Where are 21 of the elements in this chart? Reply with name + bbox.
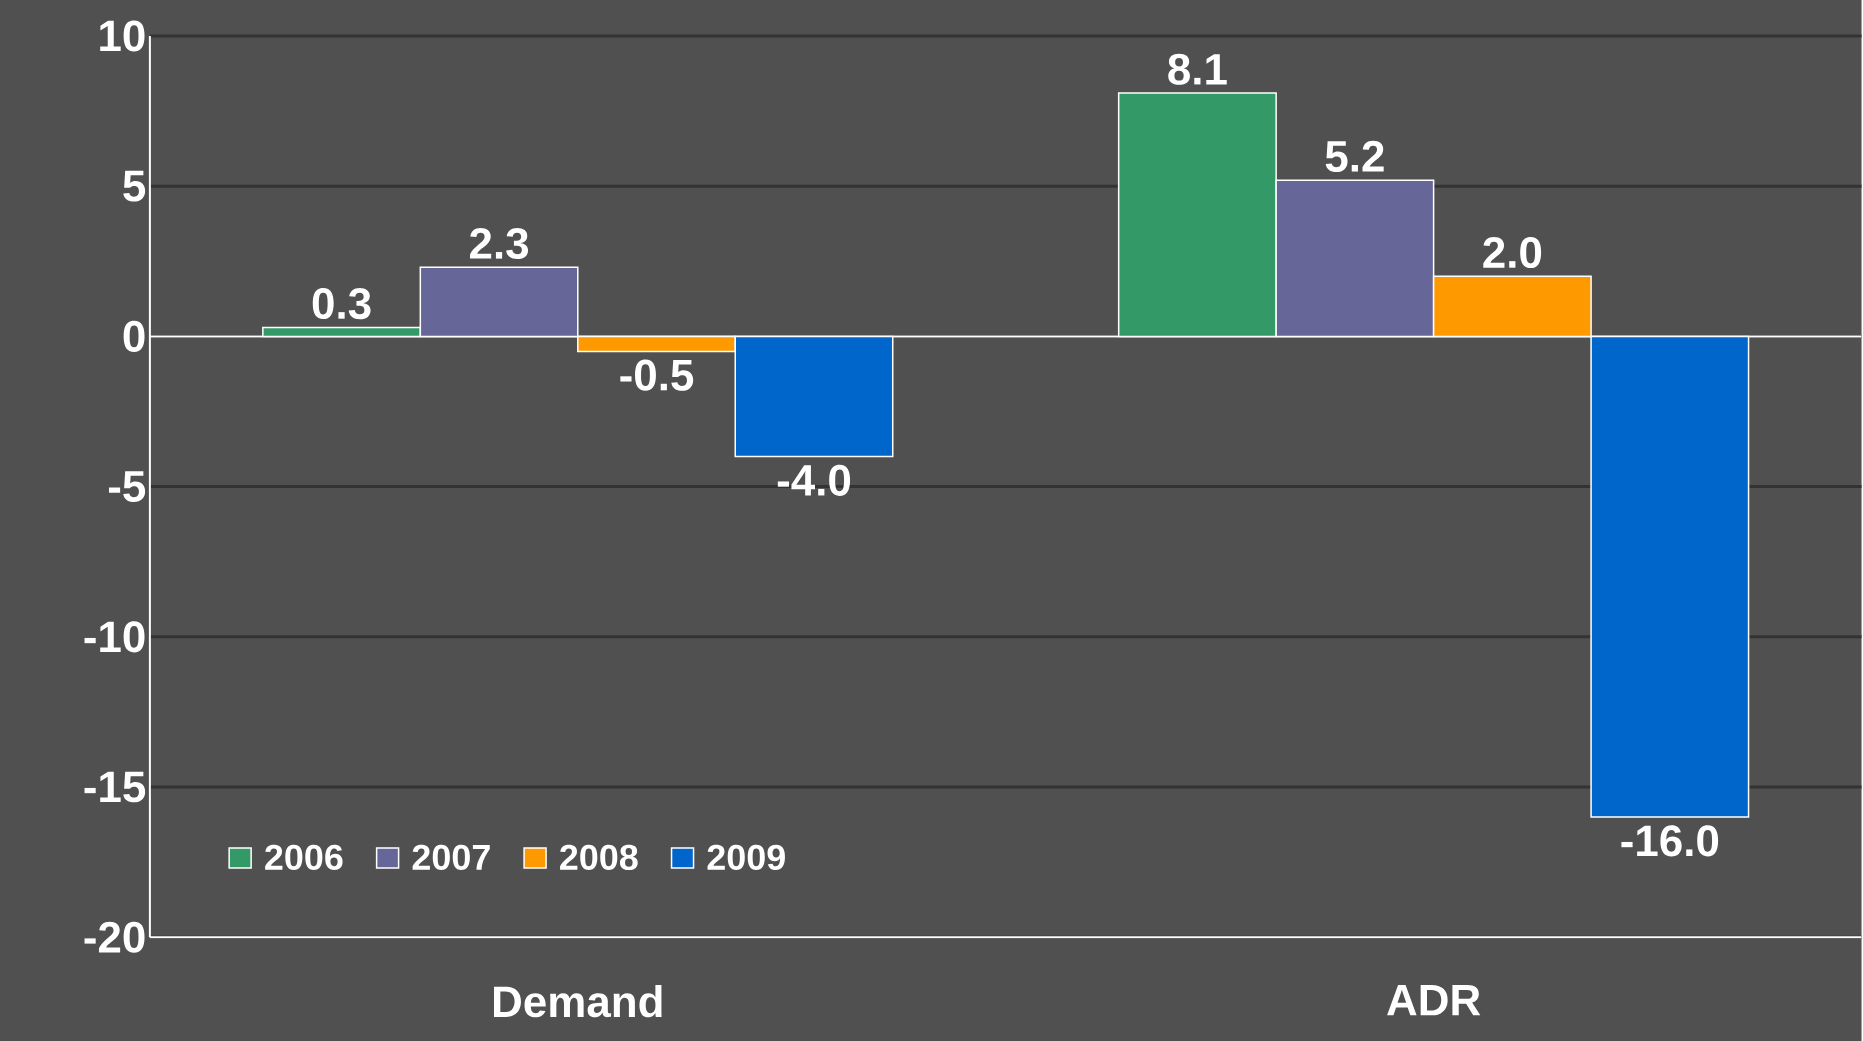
legend-label: 2009 [707, 844, 785, 871]
data-label: -4.0 [777, 464, 851, 496]
x-tick-label: Demand [494, 984, 662, 1018]
y-tick-label: 0 [123, 320, 145, 352]
y-tick-label: 5 [123, 170, 146, 202]
y-tick-label: -20 [84, 921, 145, 953]
data-label: 0.3 [312, 287, 371, 320]
y-tick-label: -15 [84, 771, 146, 803]
data-label: -16.0 [1621, 825, 1719, 857]
data-label: 2.0 [1483, 236, 1542, 269]
legend-label: 2008 [560, 844, 638, 871]
data-label: 8.1 [1168, 53, 1227, 85]
y-tick-label: -5 [108, 471, 146, 502]
y-tick-label: -10 [84, 621, 145, 653]
legend-label: 2006 [265, 844, 343, 871]
data-label: -0.5 [620, 359, 694, 391]
x-tick-label: ADR [1387, 984, 1481, 1016]
y-tick-label: 10 [100, 20, 145, 52]
legend-label: 2007 [412, 844, 490, 871]
data-label: 2.3 [470, 227, 529, 260]
data-label: 5.2 [1325, 140, 1384, 172]
